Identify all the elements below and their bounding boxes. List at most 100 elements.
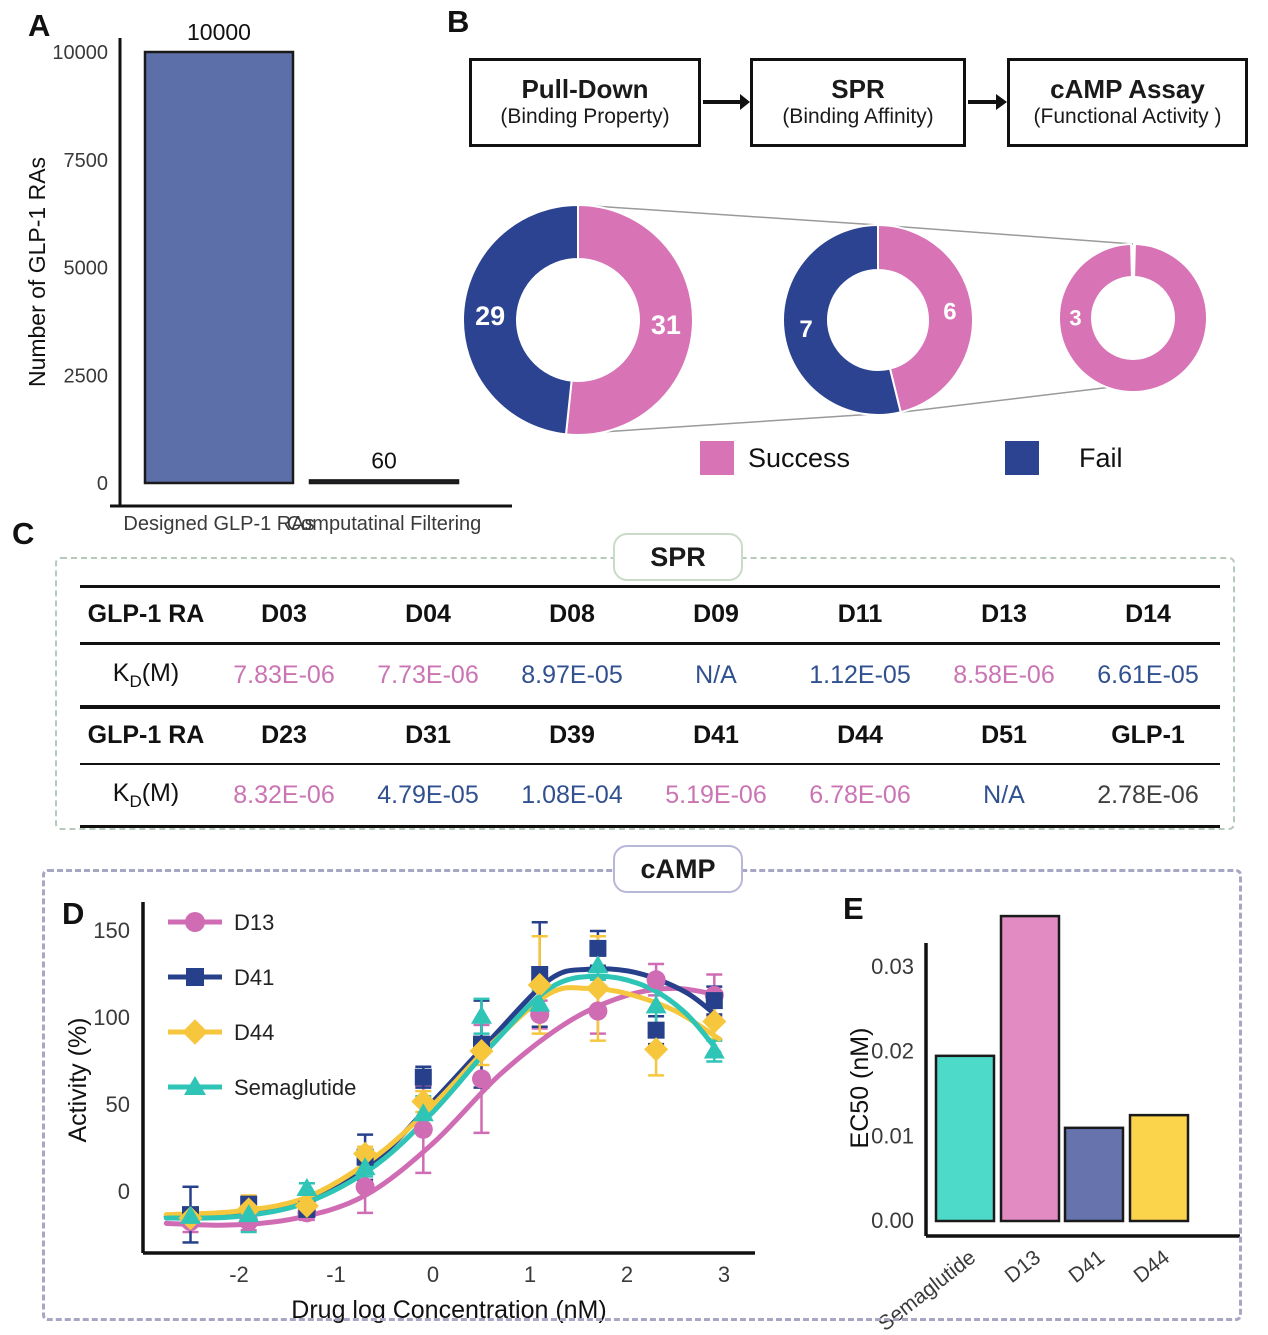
camp-section-border — [42, 869, 1242, 1321]
panel-a-category: Computatinal Filtering — [287, 513, 482, 535]
table-cell: D23 — [261, 721, 307, 749]
table-cell: 8.97E-05 — [521, 660, 623, 689]
panel-e-bar-D13 — [999, 914, 1061, 1223]
donut-slice — [782, 223, 902, 416]
panel-e-ytick: 0.00 — [871, 1208, 914, 1233]
legend-label: Fail — [1079, 442, 1123, 473]
table-row: KD(M) 7.83E-06 7.73E-06 8.97E-05 N/A 1.12E-05… — [80, 645, 1220, 705]
flow-box-title: SPR — [831, 74, 885, 105]
flow-box-title: Pull-Down — [521, 74, 649, 105]
panel-b-label: B — [447, 4, 470, 39]
flow-box-2: SPR (Binding Affinity) — [750, 58, 966, 147]
panel-d-legend-label: D41 — [234, 965, 274, 990]
table-cell: N/A — [983, 780, 1025, 809]
table-row: GLP-1 RA D03 D04 D08 D09 D11 D13 D14 — [80, 588, 1220, 642]
table-rule — [80, 825, 1220, 828]
panel-d-xtick: 0 — [427, 1262, 439, 1287]
panel-a-bar-value: 10000 — [187, 19, 251, 45]
table-cell: D13 — [981, 600, 1027, 628]
donut-fail-count: 29 — [475, 301, 505, 331]
panel-d-label: D — [62, 896, 85, 931]
table-cell: D03 — [261, 600, 307, 628]
funnel-line-bottom — [565, 411, 901, 436]
data-point — [529, 993, 551, 1012]
data-point — [186, 968, 204, 986]
table-row: KD(M) 8.32E-06 4.79E-05 1.08E-04 5.19E-06 6.7… — [80, 765, 1220, 825]
table-cell: 2.78E-06 — [1097, 780, 1199, 809]
table-cell: N/A — [695, 660, 737, 689]
panel-a-ytick: 2500 — [64, 365, 109, 387]
panel-a-ylabel: Number of GLP-1 RAs — [24, 157, 50, 387]
panel-d-ytick: 0 — [118, 1179, 130, 1204]
panel-d-legend-label: Semaglutide — [234, 1075, 356, 1100]
table-cell: 8.58E-06 — [953, 660, 1055, 689]
donut-slice — [877, 223, 974, 414]
data-point — [185, 912, 205, 932]
panel-a-ytick: 7500 — [64, 150, 109, 172]
data-point — [472, 1069, 491, 1089]
flow-arrowhead — [740, 94, 750, 110]
data-point — [355, 1177, 375, 1197]
table-cell: D31 — [405, 721, 451, 749]
panel-a-bar — [143, 50, 295, 485]
flow-arrowhead — [996, 94, 1007, 110]
legend-item-fail: Fail — [1005, 441, 1123, 475]
panel-b-donut-funnel: 31 29 6 7 3 — [462, 94, 1208, 436]
panel-a-ytick: 0 — [97, 473, 108, 495]
data-point — [180, 1205, 201, 1224]
flow-box-subtitle: (Functional Activity ) — [1033, 105, 1222, 129]
data-point — [411, 1089, 436, 1114]
panel-a-bar-value: 60 — [371, 447, 397, 473]
flow-box-3: cAMP Assay (Functional Activity ) — [1007, 58, 1248, 147]
funnel-line-top — [577, 204, 879, 226]
data-point — [588, 1001, 608, 1021]
data-point — [412, 1103, 434, 1122]
data-point — [471, 1005, 492, 1024]
table-cell: D44 — [837, 721, 883, 749]
flow-box-subtitle: (Binding Affinity) — [782, 105, 934, 129]
donut-success-count: 6 — [943, 299, 956, 326]
fit-curve-D13 — [163, 985, 722, 1228]
panel-e-bar-Semaglutide — [934, 1054, 996, 1223]
data-point — [705, 992, 723, 1010]
table-cell: KD(M) — [112, 658, 180, 691]
panel-d-legend-label: D13 — [234, 910, 274, 935]
panel-e-ylabel: EC50 (nM) — [846, 1028, 874, 1149]
legend-label: Success — [748, 442, 851, 473]
table-cell: D14 — [1125, 600, 1171, 628]
data-point — [647, 1021, 665, 1039]
panel-d-ylabel: Activity (%) — [64, 1018, 92, 1143]
table-cell: GLP-1 — [1111, 721, 1185, 749]
panel-a-ytick: 10000 — [52, 42, 108, 64]
table-cell: 7.73E-06 — [377, 660, 479, 689]
panel-e-ytick: 0.03 — [871, 954, 914, 979]
panel-d-xtick: -1 — [326, 1262, 346, 1287]
panel-d-xtick: -2 — [229, 1262, 249, 1287]
panel-d-legend-label: D44 — [234, 1020, 274, 1045]
table-cell: 1.08E-04 — [521, 780, 623, 809]
panel-d-ytick: 150 — [93, 918, 130, 943]
table-cell: GLP-1 RA — [87, 600, 205, 628]
table-cell: 6.61E-05 — [1097, 660, 1199, 689]
table-rule — [80, 762, 1220, 765]
legend-item-success: Success — [700, 441, 850, 475]
panel-d-ytick: 100 — [93, 1005, 130, 1030]
table-cell: D51 — [981, 721, 1027, 749]
funnel-line-top — [877, 224, 1134, 245]
data-point — [646, 970, 666, 990]
panel-a-category: Designed GLP-1 RAs — [123, 513, 314, 535]
data-point — [587, 955, 609, 974]
panel-d-ytick: 50 — [106, 1092, 130, 1117]
data-point — [296, 1178, 318, 1197]
donut-fail-count: 7 — [799, 316, 812, 343]
panel-e-ytick: 0.02 — [871, 1039, 914, 1064]
camp-section-title: cAMP — [613, 845, 743, 893]
panel-c-label: C — [12, 516, 35, 551]
table-cell: 8.32E-06 — [233, 780, 335, 809]
table-cell: D08 — [549, 600, 595, 628]
flow-box-subtitle: (Binding Property) — [500, 105, 670, 129]
data-point — [238, 1204, 260, 1223]
